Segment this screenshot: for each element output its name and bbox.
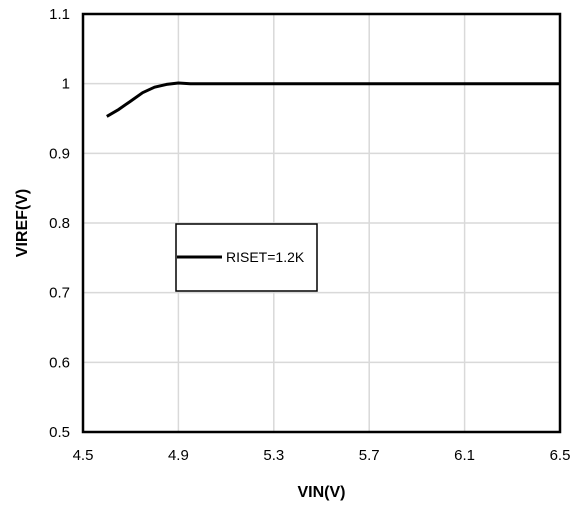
y-tick-label: 0.9 xyxy=(49,145,70,162)
legend: RISET=1.2K xyxy=(175,223,318,292)
plot-frame xyxy=(81,12,562,434)
x-tick-label: 6.5 xyxy=(550,447,571,464)
y-tick-label: 0.6 xyxy=(49,354,70,371)
x-tick-labels: 4.5 4.9 5.3 5.7 6.1 6.5 xyxy=(73,447,571,464)
y-tick-label: 1.1 xyxy=(49,6,70,23)
x-tick-label: 4.9 xyxy=(168,447,189,464)
x-tick-label: 5.7 xyxy=(359,447,380,464)
y-tick-label: 0.5 xyxy=(49,424,70,441)
x-tick-label: 5.3 xyxy=(263,447,284,464)
y-tick-label: 1 xyxy=(62,76,70,93)
y-tick-label: 0.8 xyxy=(49,215,70,232)
x-tick-label: 4.5 xyxy=(73,447,94,464)
y-tick-label: 0.7 xyxy=(49,285,70,302)
series-line-0 xyxy=(106,81,560,118)
y-axis-title: VIREF(V) xyxy=(14,189,31,257)
series-group xyxy=(106,81,560,118)
y-tick-labels: 0.5 0.6 0.7 0.8 0.9 1 1.1 xyxy=(49,6,70,441)
legend-label: RISET=1.2K xyxy=(226,249,305,265)
grid xyxy=(83,14,560,432)
x-tick-label: 6.1 xyxy=(454,447,475,464)
legend-box xyxy=(175,223,318,292)
x-axis-title: VIN(V) xyxy=(298,484,346,501)
